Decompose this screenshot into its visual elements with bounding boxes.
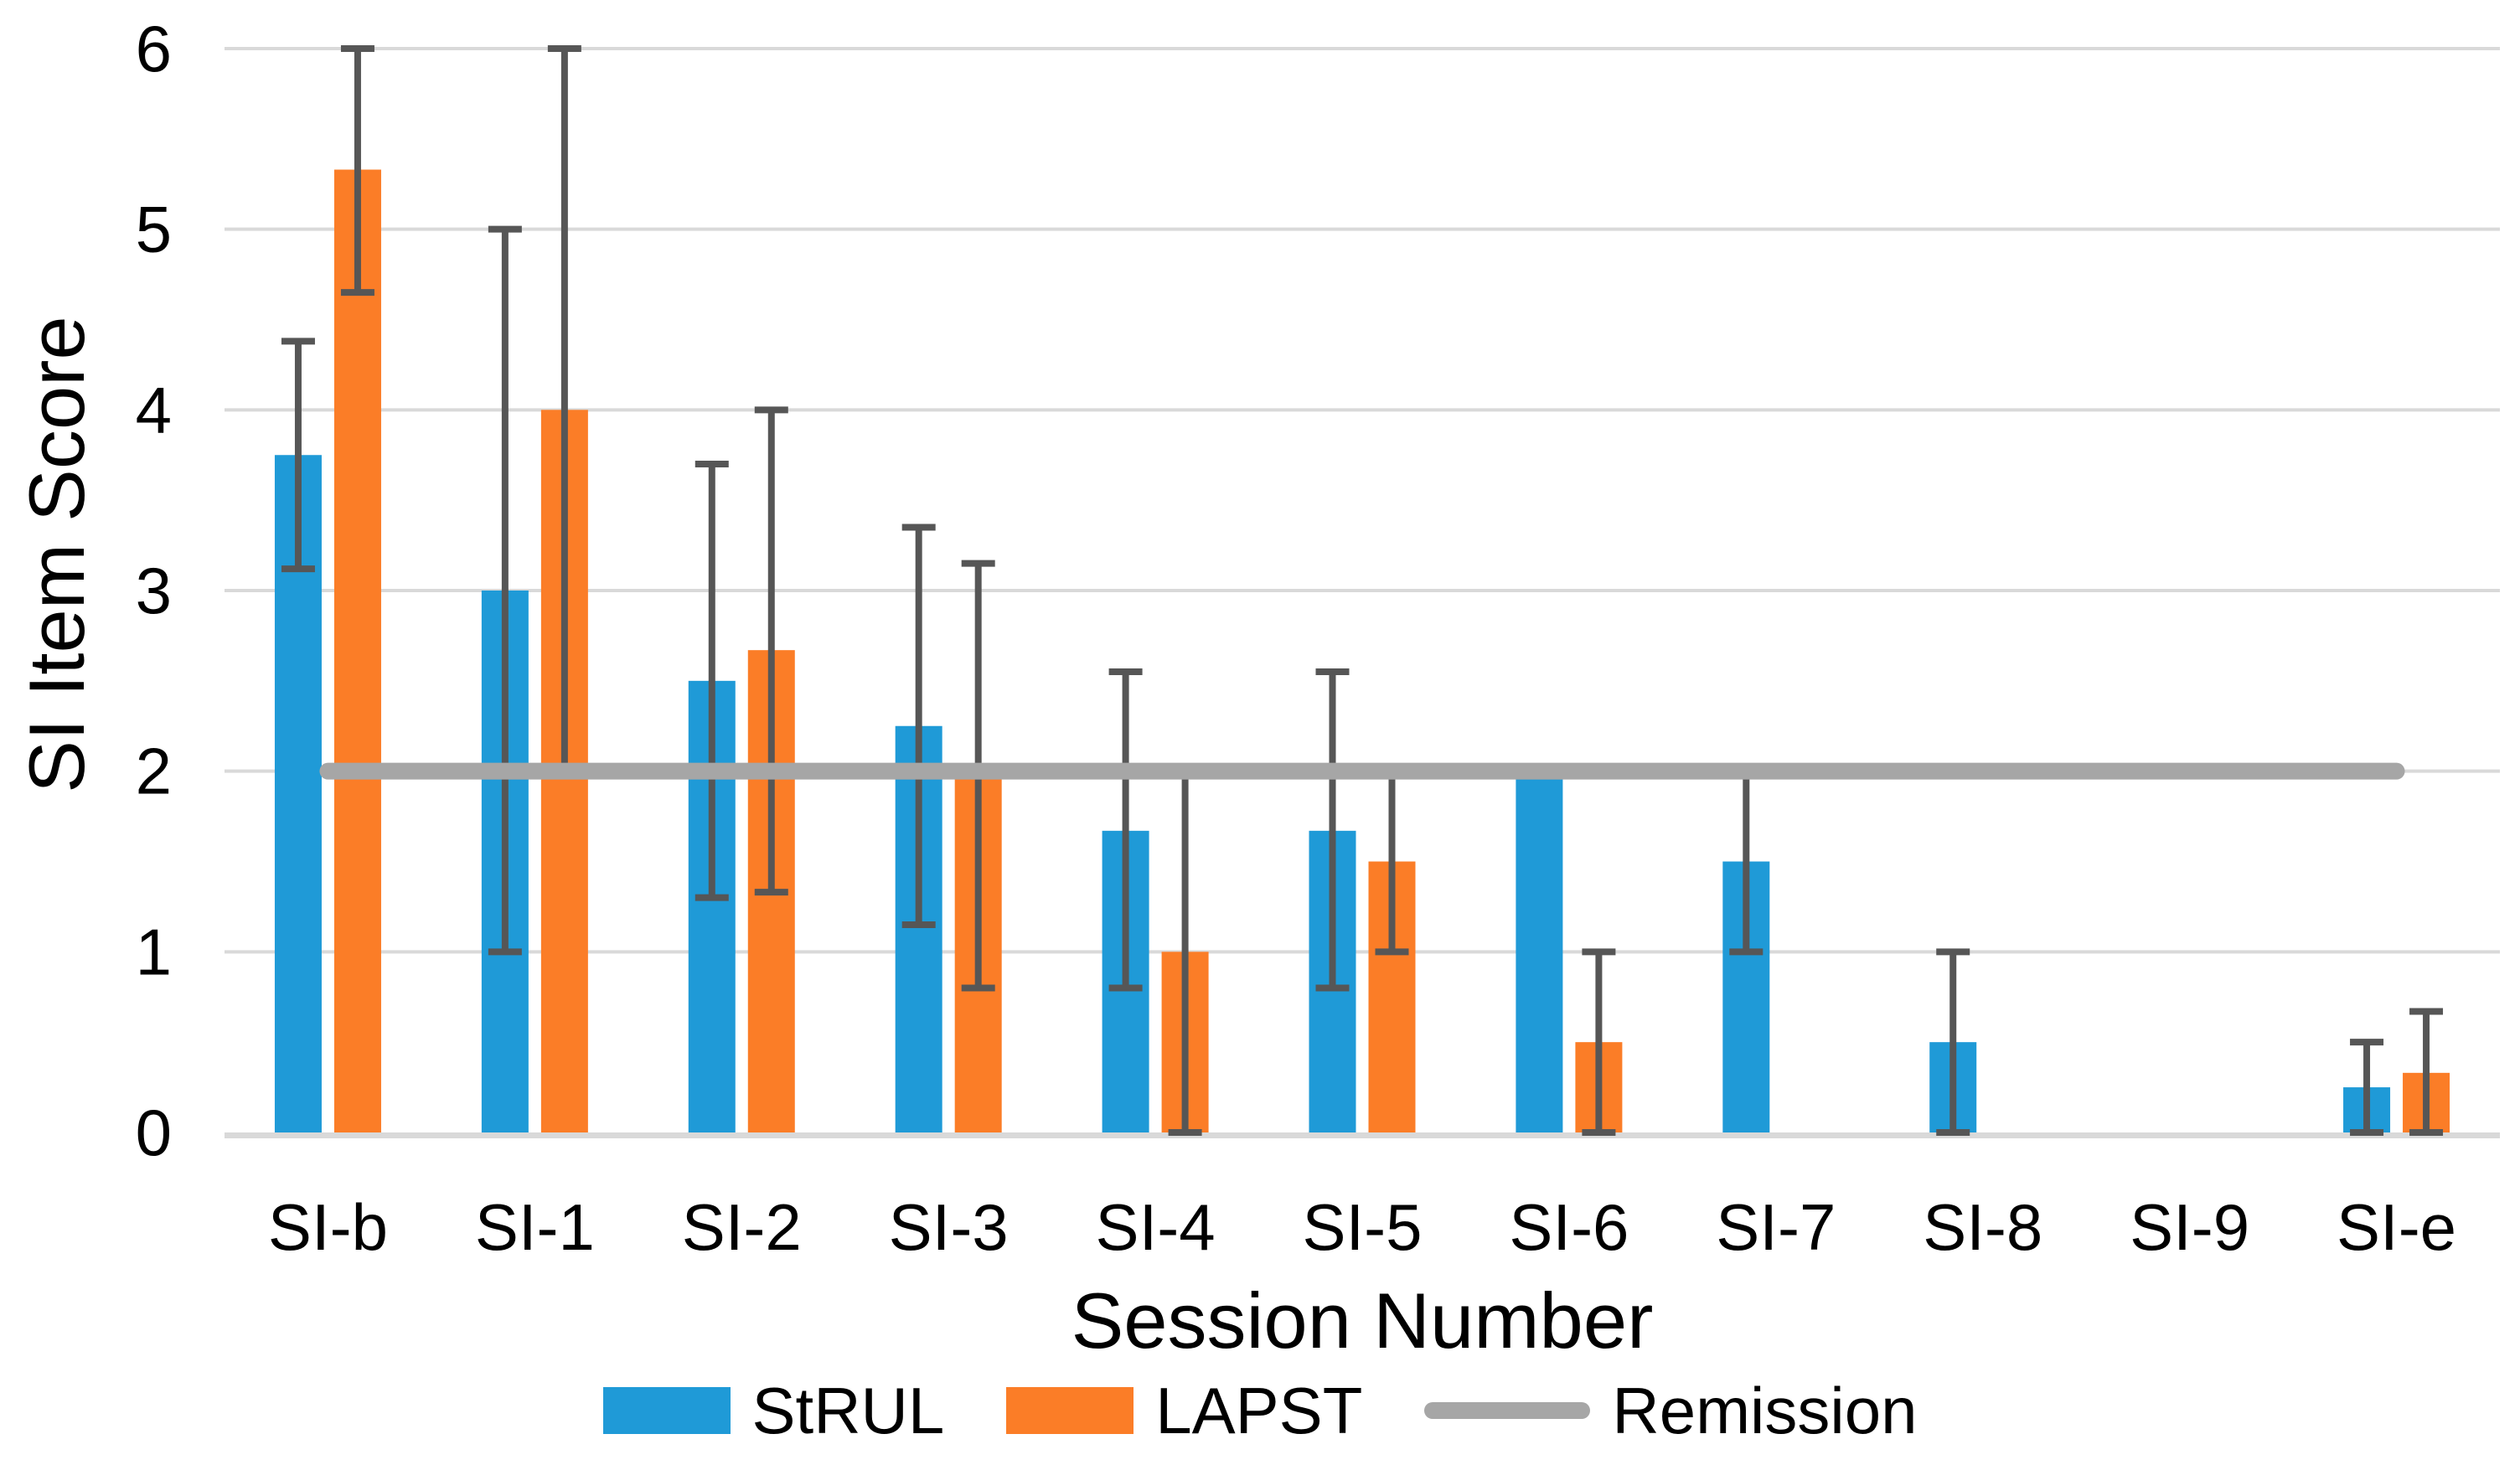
x-tick-label: SI-e [2337,1190,2456,1264]
x-tick-label: SI-9 [2130,1190,2249,1264]
x-tick-label: SI-2 [682,1190,802,1264]
x-tick-label: SI-3 [889,1190,1009,1264]
legend-swatch-lapst [1006,1387,1134,1434]
x-axis-title: Session Number [1071,1277,1654,1364]
legend-swatch-strul [602,1387,731,1434]
legend-item-lapst: LAPST [1006,1378,1362,1443]
legend-label-strul: StRUL [751,1374,945,1447]
legend-swatch-remission [1424,1402,1591,1419]
x-tick-label: SI-8 [1923,1190,2042,1264]
y-tick-label: 2 [136,735,172,808]
y-tick-label: 3 [136,554,172,627]
x-tick-label: SI-b [268,1190,388,1264]
y-tick-label: 6 [136,12,172,85]
legend-item-remission: Remission [1424,1378,1917,1443]
y-tick-label: 4 [136,373,172,446]
x-tick-label: SI-6 [1509,1190,1629,1264]
x-tick-label: SI-7 [1716,1190,1836,1264]
x-tick-label: SI-5 [1302,1190,1422,1264]
y-tick-label: 1 [136,915,172,988]
legend-item-strul: StRUL [602,1374,945,1447]
x-tick-label: SI-4 [1096,1190,1216,1264]
y-tick-label: 5 [136,193,172,266]
bar-strul-SI-6 [1516,771,1563,1132]
y-tick-label: 0 [136,1096,172,1169]
legend-label-remission: Remission [1612,1374,1918,1447]
legend: StRUL LAPST Remission [0,1378,2520,1443]
bar-lapst-SI-b [333,169,381,1132]
x-tick-label: SI-1 [475,1190,595,1264]
legend-label-lapst: LAPST [1155,1374,1363,1447]
y-axis-title: SI Item Score [13,316,101,793]
